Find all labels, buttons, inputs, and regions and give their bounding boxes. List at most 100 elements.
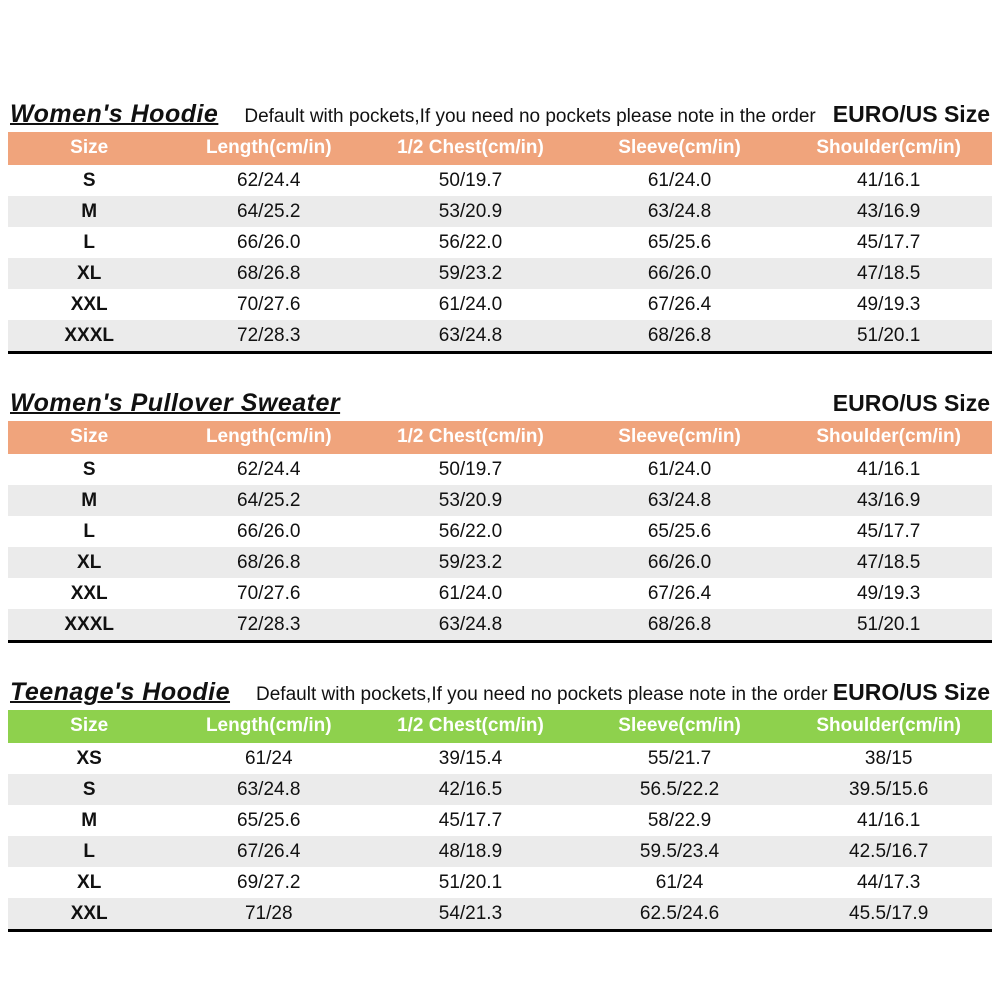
table-row: L 66/26.0 56/22.0 65/25.6 45/17.7 — [8, 227, 992, 258]
table-title: Women's Pullover Sweater — [10, 389, 341, 417]
table-row: XL 68/26.8 59/23.2 66/26.0 47/18.5 — [8, 547, 992, 578]
euro-us-size-label: EURO/US Size — [832, 101, 990, 127]
measurement-cell: 62/24.4 — [237, 459, 301, 480]
measurement-cell: 62.5/24.6 — [639, 903, 720, 924]
measurement-cell: 66/26.0 — [237, 521, 301, 542]
column-header-shoulder: Shoulder(cm/in) — [816, 137, 961, 158]
measurement-cell: 71/28 — [244, 903, 293, 924]
measurement-cell: 67/26.4 — [237, 841, 301, 862]
measurement-cell: 50/19.7 — [438, 170, 503, 191]
column-header-size: Size — [70, 426, 109, 447]
table-row: XXL 70/27.6 61/24.0 67/26.4 49/19.3 — [8, 289, 992, 320]
table-row: S 62/24.4 50/19.7 61/24.0 41/16.1 — [8, 165, 992, 196]
measurement-cell: 61/24.0 — [647, 170, 712, 191]
measurement-cell: 49/19.3 — [856, 294, 921, 315]
measurement-cell: 39.5/15.6 — [849, 779, 929, 800]
measurement-cell: 49/19.3 — [856, 583, 921, 604]
section-womens-hoodie: Women's Hoodie Default with pockets,If y… — [8, 100, 992, 354]
measurement-cell: 68/26.8 — [647, 614, 712, 635]
measurement-cell: 66/26.0 — [237, 232, 301, 253]
measurement-cell: 68/26.8 — [647, 325, 712, 346]
size-cell: XS — [76, 748, 102, 769]
header-row: Size Length(cm/in) 1/2 Chest(cm/in) Slee… — [8, 132, 992, 165]
size-cell: M — [81, 201, 98, 222]
measurement-cell: 44/17.3 — [856, 872, 921, 893]
size-cell: S — [82, 170, 96, 191]
column-header-size: Size — [70, 715, 109, 736]
measurement-cell: 45/17.7 — [438, 810, 503, 831]
table-title: Women's Hoodie — [10, 100, 219, 128]
measurement-cell: 70/27.6 — [237, 294, 301, 315]
measurement-cell: 61/24.0 — [647, 459, 712, 480]
measurement-cell: 68/26.8 — [237, 552, 301, 573]
measurement-cell: 59.5/23.4 — [639, 841, 720, 862]
title-row: Women's Hoodie Default with pockets,If y… — [10, 100, 990, 129]
column-header-sleeve: Sleeve(cm/in) — [618, 137, 741, 158]
measurement-cell: 45.5/17.9 — [849, 903, 929, 924]
measurement-cell: 51/20.1 — [856, 614, 921, 635]
title-row: Women's Pullover Sweater EURO/US Size — [10, 389, 990, 418]
table-row: XXXL 72/28.3 63/24.8 68/26.8 51/20.1 — [8, 320, 992, 353]
measurement-cell: 59/23.2 — [438, 552, 503, 573]
size-cell: XXXL — [64, 614, 114, 635]
table-row: XXXL 72/28.3 63/24.8 68/26.8 51/20.1 — [8, 609, 992, 642]
measurement-cell: 68/26.8 — [237, 263, 301, 284]
table-row: L 67/26.4 48/18.9 59.5/23.4 42.5/16.7 — [8, 836, 992, 867]
pockets-note: Default with pockets,If you need no pock… — [244, 106, 816, 127]
table-row: XS 61/24 39/15.4 55/21.7 38/15 — [8, 743, 992, 774]
measurement-cell: 56/22.0 — [438, 521, 503, 542]
table-row: XXL 70/27.6 61/24.0 67/26.4 49/19.3 — [8, 578, 992, 609]
measurement-cell: 50/19.7 — [438, 459, 503, 480]
table-row: M 64/25.2 53/20.9 63/24.8 43/16.9 — [8, 196, 992, 227]
measurement-cell: 53/20.9 — [438, 490, 503, 511]
pockets-note: Default with pockets,If you need no pock… — [256, 684, 828, 705]
section-teenages-hoodie: Teenage's Hoodie Default with pockets,If… — [8, 678, 992, 932]
table-row: L 66/26.0 56/22.0 65/25.6 45/17.7 — [8, 516, 992, 547]
measurement-cell: 63/24.8 — [647, 201, 712, 222]
measurement-cell: 65/25.6 — [647, 521, 712, 542]
table-row: M 64/25.2 53/20.9 63/24.8 43/16.9 — [8, 485, 992, 516]
size-cell: XXL — [70, 583, 108, 604]
table-body: S 62/24.4 50/19.7 61/24.0 41/16.1 M 64/25.2 53/… — [8, 454, 992, 642]
measurement-cell: 41/16.1 — [856, 810, 921, 831]
column-header-length: Length(cm/in) — [205, 426, 332, 447]
measurement-cell: 56.5/22.2 — [639, 779, 720, 800]
measurement-cell: 63/24.8 — [237, 779, 301, 800]
measurement-cell: 45/17.7 — [856, 521, 921, 542]
column-header-length: Length(cm/in) — [205, 137, 332, 158]
table-row: XL 69/27.2 51/20.1 61/24 44/17.3 — [8, 867, 992, 898]
measurement-cell: 64/25.2 — [237, 201, 301, 222]
measurement-cell: 56/22.0 — [438, 232, 503, 253]
size-cell: XXXL — [64, 325, 114, 346]
table-title: Teenage's Hoodie — [10, 678, 231, 706]
measurement-cell: 53/20.9 — [438, 201, 503, 222]
measurement-cell: 67/26.4 — [647, 294, 712, 315]
size-cell: XL — [77, 552, 102, 573]
table-row: S 62/24.4 50/19.7 61/24.0 41/16.1 — [8, 454, 992, 485]
size-table: Size Length(cm/in) 1/2 Chest(cm/in) Slee… — [8, 132, 992, 354]
measurement-cell: 72/28.3 — [237, 614, 301, 635]
measurement-cell: 65/25.6 — [237, 810, 301, 831]
measurement-cell: 72/28.3 — [237, 325, 301, 346]
euro-us-size-label: EURO/US Size — [832, 390, 990, 416]
measurement-cell: 61/24.0 — [438, 294, 503, 315]
measurement-cell: 63/24.8 — [647, 490, 712, 511]
column-header-length: Length(cm/in) — [205, 715, 332, 736]
measurement-cell: 41/16.1 — [856, 459, 921, 480]
euro-us-size-label: EURO/US Size — [832, 679, 990, 705]
column-header-chest: 1/2 Chest(cm/in) — [397, 137, 544, 158]
measurement-cell: 63/24.8 — [438, 325, 503, 346]
section-womens-pullover-sweater: Women's Pullover Sweater EURO/US Size Si… — [8, 389, 992, 643]
measurement-cell: 45/17.7 — [856, 232, 921, 253]
header-row: Size Length(cm/in) 1/2 Chest(cm/in) Slee… — [8, 710, 992, 743]
table-row: M 65/25.6 45/17.7 58/22.9 41/16.1 — [8, 805, 992, 836]
measurement-cell: 42/16.5 — [438, 779, 503, 800]
size-cell: XL — [77, 872, 102, 893]
size-cell: L — [83, 232, 95, 253]
measurement-cell: 47/18.5 — [856, 552, 921, 573]
table-body: XS 61/24 39/15.4 55/21.7 38/15 S 63/24.8 42/16.… — [8, 743, 992, 931]
size-cell: M — [81, 490, 98, 511]
measurement-cell: 66/26.0 — [647, 263, 712, 284]
size-table: Size Length(cm/in) 1/2 Chest(cm/in) Slee… — [8, 421, 992, 643]
measurement-cell: 66/26.0 — [647, 552, 712, 573]
